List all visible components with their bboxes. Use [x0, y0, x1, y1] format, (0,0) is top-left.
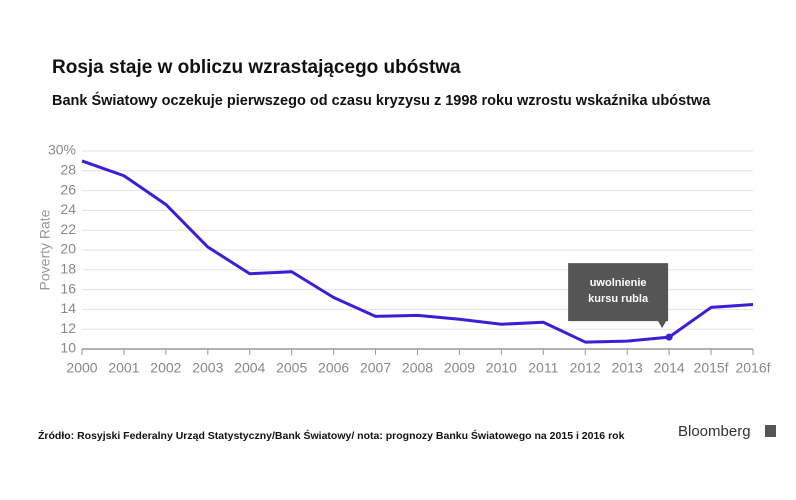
y-tick-label: 16 [60, 280, 76, 296]
y-tick-label: 26 [60, 181, 76, 197]
source-note: Źródło: Rosyjski Federalny Urząd Statyst… [38, 429, 625, 442]
x-tick-label: 2016f [735, 360, 770, 376]
x-tick-label: 2001 [108, 360, 139, 376]
chart-title: Rosja staje w obliczu wzrastającego ubós… [52, 57, 461, 78]
y-tick-label: 10 [60, 340, 76, 356]
y-tick-label: 22 [60, 221, 76, 237]
x-tick-label: 2002 [150, 360, 181, 376]
x-tick-label: 2013 [612, 360, 643, 376]
y-tick-label: 28 [60, 162, 76, 178]
annotation-text: kursu rubla [588, 293, 649, 305]
logo-icon [765, 425, 776, 437]
y-axis-label: Poverty Rate [37, 209, 53, 290]
x-tick-label: 2007 [360, 360, 391, 376]
data-line [81, 159, 754, 344]
x-tick-label: 2005 [276, 360, 307, 376]
logo: Bloomberg [678, 423, 751, 440]
x-tick-label: 2014 [654, 360, 685, 376]
x-tick-label: 2006 [318, 360, 349, 376]
x-tick-label: 2009 [444, 360, 475, 376]
x-tick-label: 2000 [66, 360, 97, 376]
y-tick-label: 24 [60, 201, 76, 217]
x-tick-label: 2010 [486, 360, 517, 376]
x-tick-label: 2012 [570, 360, 601, 376]
y-tick-label: 18 [60, 261, 76, 277]
x-tick-label: 2011 [528, 360, 558, 376]
annotated-point [665, 333, 673, 341]
x-tick-label: 2003 [192, 360, 223, 376]
x-tick-label: 2015f [694, 360, 729, 376]
y-tick-label: 30% [48, 142, 76, 158]
y-tick-label: 20 [60, 241, 76, 257]
annotation-text: uwolnienie [590, 277, 647, 289]
x-tick-label: 2004 [234, 360, 265, 376]
y-tick-label: 12 [60, 320, 76, 336]
y-tick-label: 14 [60, 300, 76, 316]
x-tick-label: 2008 [402, 360, 433, 376]
chart-subtitle: Bank Światowy oczekuje pierwszego od cza… [52, 91, 711, 109]
annotation-box [568, 263, 669, 329]
